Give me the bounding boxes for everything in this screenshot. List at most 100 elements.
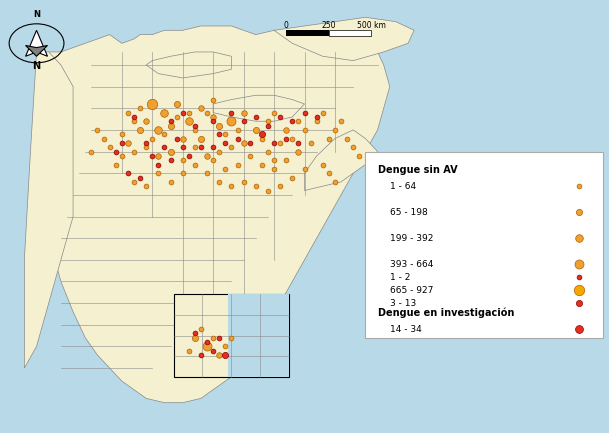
Point [336, 118, 346, 125]
Point [93, 126, 102, 133]
Text: 0: 0 [284, 21, 289, 30]
Point [324, 170, 334, 177]
Point [153, 126, 163, 133]
Point [227, 109, 236, 116]
Point [123, 170, 133, 177]
Point [117, 152, 127, 159]
Point [190, 334, 200, 341]
Point [208, 157, 218, 164]
Text: 500 km: 500 km [357, 21, 386, 30]
Point [190, 144, 200, 151]
Point [227, 183, 236, 190]
Point [202, 343, 212, 350]
Point [239, 118, 248, 125]
Point [257, 131, 267, 138]
Point [275, 113, 285, 120]
Point [184, 118, 194, 125]
Point [269, 165, 279, 172]
Point [196, 144, 206, 151]
Point [178, 157, 188, 164]
Text: 1 - 64: 1 - 64 [390, 182, 416, 191]
Point [166, 122, 175, 129]
Point [300, 165, 309, 172]
Point [129, 178, 139, 185]
Bar [228, 294, 289, 377]
Text: 199 - 392: 199 - 392 [390, 234, 433, 242]
Point [269, 157, 279, 164]
Point [184, 152, 194, 159]
Point [281, 135, 291, 142]
Bar [365, 152, 603, 338]
Point [312, 113, 322, 120]
Point [342, 135, 352, 142]
Point [227, 144, 236, 151]
Point [574, 235, 583, 242]
Point [257, 161, 267, 168]
Point [172, 113, 181, 120]
Point [318, 109, 328, 116]
Point [574, 183, 583, 190]
Point [196, 135, 206, 142]
Point [233, 126, 242, 133]
Point [300, 109, 309, 116]
Point [208, 144, 218, 151]
Point [178, 109, 188, 116]
Point [202, 170, 212, 177]
Text: 250: 250 [322, 21, 336, 30]
Point [141, 144, 151, 151]
Text: 393 - 664: 393 - 664 [390, 260, 433, 268]
Point [233, 135, 242, 142]
Text: N: N [32, 61, 41, 71]
Polygon shape [304, 130, 378, 191]
Point [574, 300, 583, 307]
Point [324, 135, 334, 142]
Point [196, 352, 206, 359]
Point [263, 118, 273, 125]
Point [208, 347, 218, 354]
Point [220, 343, 230, 350]
Point [251, 126, 261, 133]
Point [208, 118, 218, 125]
Point [135, 105, 145, 112]
Point [141, 139, 151, 146]
Point [166, 157, 175, 164]
Point [239, 139, 248, 146]
Point [220, 352, 230, 359]
Point [239, 178, 248, 185]
Point [166, 148, 175, 155]
Point [129, 148, 139, 155]
Point [574, 274, 583, 281]
Bar [174, 294, 289, 377]
Bar [329, 30, 371, 36]
Point [129, 118, 139, 125]
Point [275, 183, 285, 190]
Point [166, 118, 175, 125]
Point [178, 144, 188, 151]
Point [141, 183, 151, 190]
Point [105, 144, 114, 151]
Point [275, 139, 285, 146]
Polygon shape [26, 30, 48, 56]
Point [354, 152, 364, 159]
Point [227, 334, 236, 341]
Point [208, 113, 218, 120]
Polygon shape [213, 95, 304, 121]
Point [312, 118, 322, 125]
Point [160, 109, 169, 116]
Point [220, 131, 230, 138]
Polygon shape [146, 52, 231, 78]
Point [269, 139, 279, 146]
Point [300, 126, 309, 133]
Point [214, 148, 224, 155]
Point [135, 126, 145, 133]
Point [86, 148, 96, 155]
Point [214, 352, 224, 359]
Point [190, 330, 200, 337]
Point [294, 118, 303, 125]
Point [117, 131, 127, 138]
Point [135, 174, 145, 181]
Point [153, 161, 163, 168]
Text: 65 - 198: 65 - 198 [390, 208, 428, 216]
Point [263, 122, 273, 129]
Point [251, 183, 261, 190]
